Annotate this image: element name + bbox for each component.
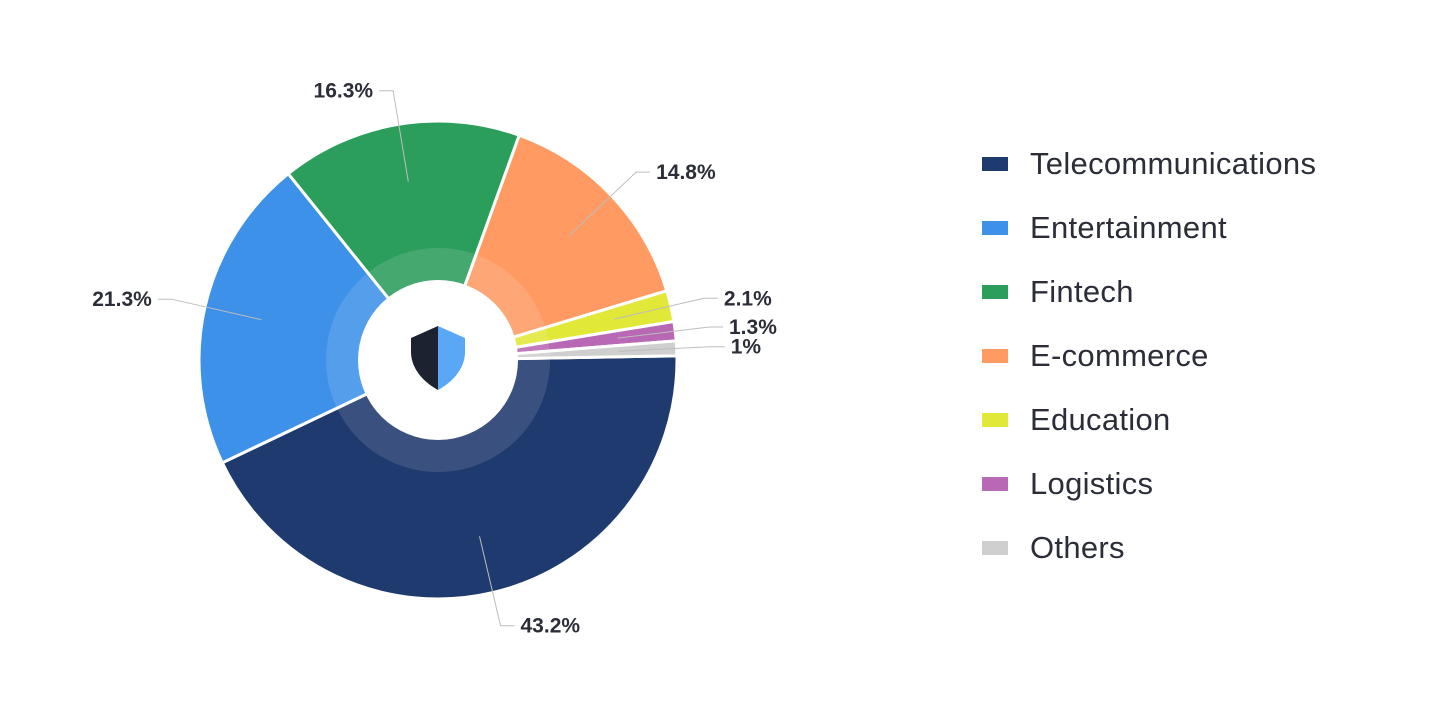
data-label-fintech: 16.3% (314, 80, 374, 103)
legend-swatch (982, 477, 1008, 491)
legend-swatch (982, 285, 1008, 299)
connector-entertainment (157, 298, 262, 321)
legend-swatch (982, 349, 1008, 363)
connector-others (618, 346, 725, 352)
shield-icon (411, 326, 465, 390)
legend-item-others[interactable]: Others (982, 516, 1316, 580)
legend-item-entertainment[interactable]: Entertainment (982, 196, 1316, 260)
data-label-others: 1% (731, 336, 762, 359)
legend-label: E-commerce (1030, 338, 1209, 373)
legend-item-fintech[interactable]: Fintech (982, 260, 1316, 324)
legend-item-education[interactable]: Education (982, 388, 1316, 452)
pie-slices (197, 119, 679, 601)
label-connectors (157, 90, 725, 627)
legend: Telecommunications Entertainment Fintech E-… (982, 132, 1316, 580)
data-label-e-commerce: 14.8% (656, 161, 716, 184)
data-label-logistics: 1.3% (729, 316, 777, 339)
connector-fintech (379, 90, 409, 182)
legend-swatch (982, 221, 1008, 235)
connector-telecommunications (479, 536, 515, 627)
legend-swatch (982, 413, 1008, 427)
legend-label: Entertainment (1030, 210, 1227, 245)
connector-education (614, 297, 718, 320)
legend-item-telecommunications[interactable]: Telecommunications (982, 132, 1316, 196)
legend-label: Fintech (1030, 274, 1134, 309)
legend-label: Others (1030, 530, 1125, 565)
data-label-entertainment: 21.3% (92, 288, 152, 311)
legend-label: Telecommunications (1030, 146, 1317, 181)
legend-swatch (982, 541, 1008, 555)
data-label-telecommunications: 43.2% (521, 615, 581, 638)
data-labels: 43.2% 21.3% 16.3% 14.8% 2.1% 1.3%1% (92, 80, 777, 638)
legend-label: Logistics (1030, 466, 1154, 501)
legend-swatch (982, 157, 1008, 171)
connector-logistics (617, 326, 723, 339)
legend-item-e-commerce[interactable]: E-commerce (982, 324, 1316, 388)
data-label-education: 2.1% (724, 287, 772, 310)
connector-e-commerce (568, 171, 651, 236)
legend-label: Education (1030, 402, 1171, 437)
legend-item-logistics[interactable]: Logistics (982, 452, 1316, 516)
